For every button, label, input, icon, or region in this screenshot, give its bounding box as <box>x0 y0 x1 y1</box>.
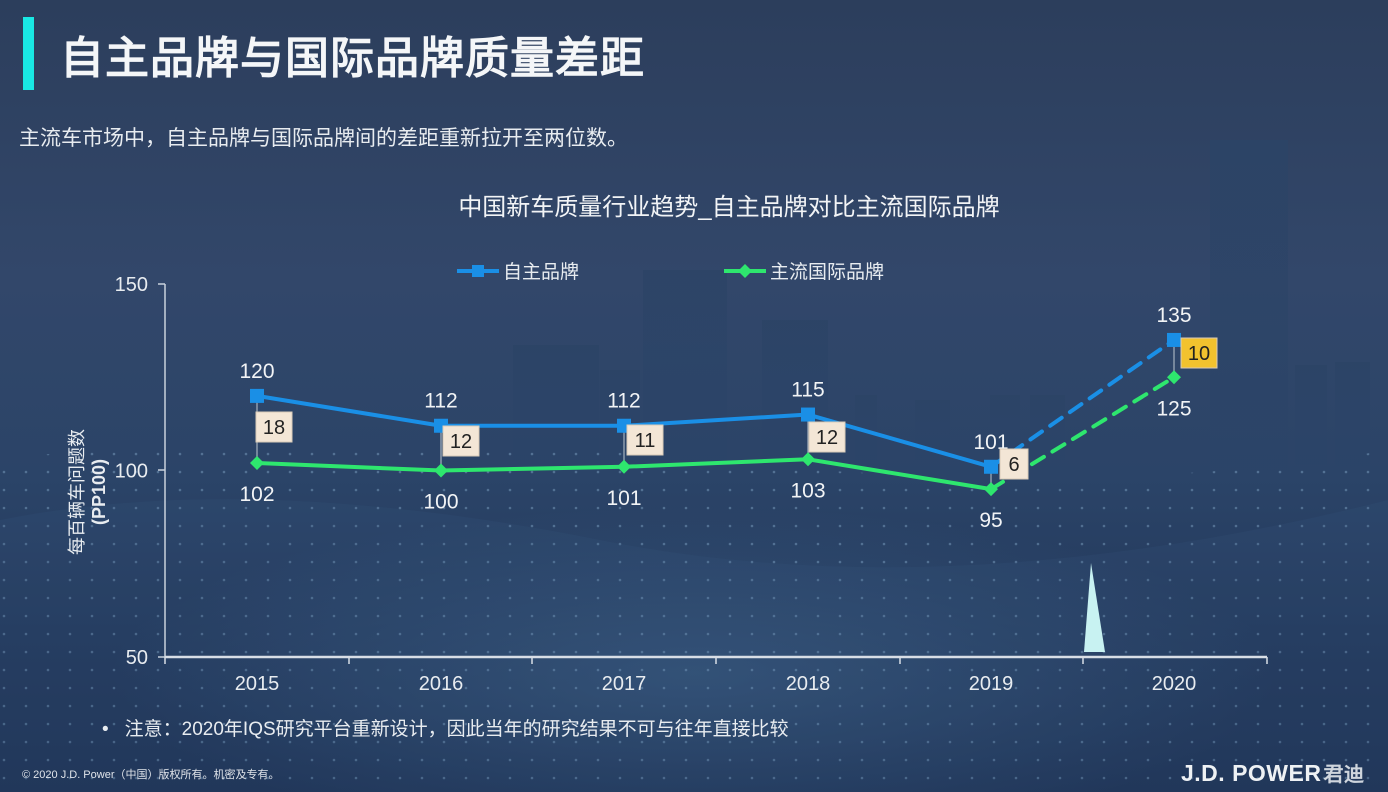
diamond-marker-icon <box>801 452 815 467</box>
x-tick-label: 2019 <box>969 673 1014 695</box>
y-tick-label: 150 <box>115 274 148 296</box>
gap-label-value: 11 <box>635 430 656 452</box>
data-label-international: 101 <box>606 487 641 510</box>
square-marker-icon <box>984 459 998 474</box>
brand-name-cn: 君迪 <box>1323 764 1365 786</box>
page-subtitle: 主流车市场中，自主品牌与国际品牌间的差距重新拉开至两位数。 <box>19 127 628 150</box>
legend-label-international: 主流国际品牌 <box>770 262 885 283</box>
legend-diamond-marker-icon <box>724 263 766 278</box>
data-label-domestic: 112 <box>424 390 457 413</box>
y-tick-label: 50 <box>126 647 148 669</box>
x-tick-label: 2016 <box>419 673 464 695</box>
footnote-bullet: • <box>102 719 109 740</box>
gap-label-value: 10 <box>1188 343 1210 365</box>
copyright-notice: © 2020 J.D. Power（中国）版权所有。机密及专有。 <box>22 769 280 781</box>
x-tick-label: 2018 <box>786 673 831 695</box>
data-label-international: 100 <box>423 491 458 514</box>
gap-label-value: 18 <box>263 417 285 439</box>
chart-title: 中国新车质量行业趋势_自主品牌对比主流国际品牌 <box>458 194 1000 221</box>
gap-label-box <box>442 425 480 457</box>
gap-label-box <box>255 411 293 443</box>
data-label-domestic: 115 <box>791 379 824 402</box>
footnote: • 注意：2020年IQS研究平台重新设计，因此当年的研究结果不可与往年直接比较 <box>102 714 789 741</box>
data-label-international: 102 <box>239 483 274 506</box>
gap-label-box <box>626 424 664 456</box>
square-marker-icon <box>250 388 264 403</box>
data-label-domestic: 112 <box>607 390 640 413</box>
separator-triangle-icon <box>1084 563 1105 652</box>
data-label-international: 125 <box>1156 397 1191 420</box>
legend-square-marker-icon <box>457 264 499 277</box>
x-tick-label: 2020 <box>1152 673 1197 695</box>
data-label-international: 103 <box>790 479 825 502</box>
gap-label-value: 12 <box>450 431 472 453</box>
gap-label-box <box>1180 337 1218 369</box>
diamond-marker-icon <box>984 482 998 497</box>
square-marker-icon <box>801 407 815 422</box>
gap-label-box <box>999 448 1029 480</box>
legend-item-domestic: 自主品牌 <box>457 257 579 284</box>
data-label-international: 95 <box>979 509 1002 532</box>
diamond-marker-icon <box>434 463 448 478</box>
diamond-marker-icon <box>250 456 264 471</box>
data-label-domestic: 135 <box>1156 304 1191 327</box>
title-accent-bar <box>23 17 34 90</box>
legend-label-domestic: 自主品牌 <box>503 262 580 283</box>
data-label-domestic: 120 <box>239 360 274 383</box>
square-marker-icon <box>1167 332 1181 347</box>
series-dashed-segment-0 <box>989 337 1176 469</box>
gap-label-value: 12 <box>816 427 838 449</box>
diamond-marker-icon <box>617 459 631 474</box>
gap-label-value: 6 <box>1008 454 1019 476</box>
y-tick-label: 100 <box>115 461 148 483</box>
x-tick-label: 2017 <box>602 673 647 695</box>
brand-logo: J.D. POWER 君迪 <box>1181 758 1364 787</box>
diamond-marker-icon <box>1167 370 1181 385</box>
data-label-domestic: 101 <box>973 431 1008 454</box>
footnote-text: 注意：2020年IQS研究平台重新设计，因此当年的研究结果不可与往年直接比较 <box>124 719 789 740</box>
brand-name: J.D. POWER <box>1181 760 1322 786</box>
legend-item-international: 主流国际品牌 <box>724 257 884 284</box>
gap-label-box <box>808 421 846 453</box>
x-tick-label: 2015 <box>235 673 280 695</box>
page-title: 自主品牌与国际品牌质量差距 <box>60 34 645 83</box>
